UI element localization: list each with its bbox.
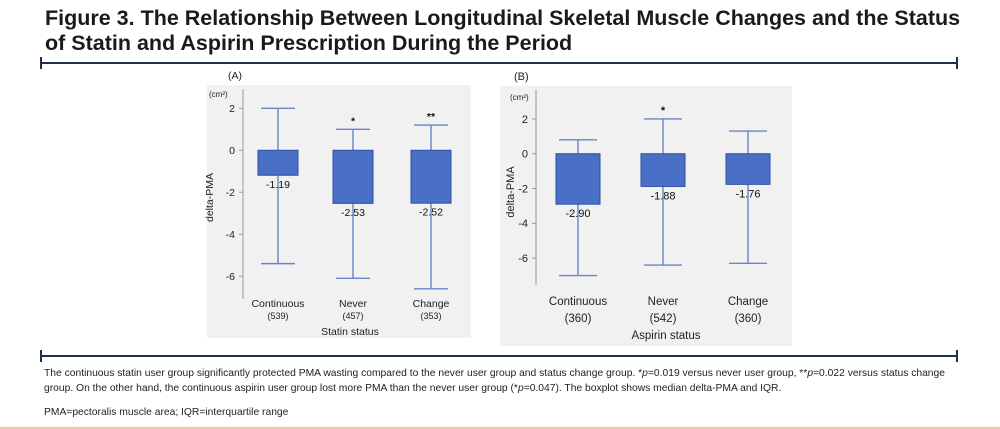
statin-y-tick-label: -2 xyxy=(226,187,235,199)
statin-count-label: (539) xyxy=(267,311,288,321)
footnote-text: =0.047). The boxplot shows median delta-… xyxy=(523,383,782,394)
footnote-text: =0.019 versus never user group, ** xyxy=(647,368,808,379)
statin-y-tick-label: -6 xyxy=(226,271,235,283)
statin-count-label: (353) xyxy=(420,311,441,321)
aspirin-count-label: (360) xyxy=(735,313,762,325)
top-divider xyxy=(40,57,958,69)
aspirin-y-tick-label: -6 xyxy=(518,253,528,265)
aspirin-value-label: -1.88 xyxy=(650,190,675,202)
footnote-text: The continuous statin user group signifi… xyxy=(44,368,643,379)
aspirin-y-tick-label: -2 xyxy=(518,183,528,195)
aspirin-y-axis-title: delta-PMA xyxy=(505,166,517,218)
statin-count-label: (457) xyxy=(342,311,363,321)
aspirin-plot-background xyxy=(500,86,792,346)
aspirin-category-label: Never xyxy=(648,296,679,308)
aspirin-value-label: -2.90 xyxy=(565,208,590,220)
statin-value-label: -1.19 xyxy=(266,179,290,191)
figure-footnote: The continuous statin user group signifi… xyxy=(44,366,964,396)
statin-y-tick-label: 0 xyxy=(229,145,235,157)
footnote-text: =0.022 versus status change group. On th… xyxy=(44,368,945,394)
aspirin-category-label: Change xyxy=(728,296,768,308)
figure-title: Figure 3. The Relationship Between Longi… xyxy=(45,6,961,55)
abbreviations-note: PMA=pectoralis muscle area; IQR=interqua… xyxy=(44,407,289,418)
aspirin-panel-label: (B) xyxy=(514,71,529,83)
aspirin-y-tick-label: 2 xyxy=(522,114,528,126)
aspirin-count-label: (360) xyxy=(565,313,592,325)
aspirin-chart-panel: (B) (cm²) 2 0 -2 -4 -6 delta-PMA -2.90 Continuous… xyxy=(498,68,794,348)
statin-panel-label: (A) xyxy=(228,70,242,82)
aspirin-bar xyxy=(640,153,686,187)
statin-value-label: -2.53 xyxy=(341,207,365,219)
statin-chart-panel: (A) (cm²) 2 0 -2 -4 -6 delta-PMA -1.19 Continuous… xyxy=(200,68,475,340)
statin-unit-label: (cm²) xyxy=(209,90,228,99)
statin-category-label: Continuous xyxy=(251,298,304,310)
statin-x-axis-title: Statin status xyxy=(321,326,379,338)
aspirin-bar xyxy=(725,153,771,185)
statin-bar xyxy=(410,149,452,204)
aspirin-category-label: Continuous xyxy=(549,296,607,308)
aspirin-y-tick-label: -4 xyxy=(518,218,528,230)
statin-value-label: -2.52 xyxy=(419,207,443,219)
statin-y-axis-title: delta-PMA xyxy=(204,173,216,222)
footnote-p-symbol: p xyxy=(517,383,524,394)
aspirin-count-label: (542) xyxy=(650,313,677,325)
statin-bar xyxy=(332,149,374,204)
aspirin-value-label: -1.76 xyxy=(735,188,760,200)
aspirin-boxplot-chart: (B) (cm²) 2 0 -2 -4 -6 delta-PMA -2.90 Continuous… xyxy=(500,71,792,346)
statin-y-tick-label: -4 xyxy=(226,229,235,241)
statin-bar xyxy=(257,149,299,176)
statin-significance-marker: ** xyxy=(427,111,436,123)
statin-plot-background xyxy=(207,85,471,338)
aspirin-significance-marker: * xyxy=(661,105,666,117)
aspirin-x-axis-title: Aspirin status xyxy=(631,330,700,342)
bottom-divider xyxy=(40,350,958,362)
footnote-p-symbol: p xyxy=(642,368,648,379)
aspirin-bar xyxy=(555,153,601,205)
statin-category-label: Change xyxy=(413,298,450,310)
statin-category-label: Never xyxy=(339,298,368,310)
statin-significance-marker: * xyxy=(351,115,356,127)
footnote-p-symbol: p xyxy=(807,368,814,379)
aspirin-y-tick-label: 0 xyxy=(522,149,528,161)
page-bottom-accent xyxy=(0,427,1000,429)
aspirin-unit-label: (cm²) xyxy=(510,93,529,102)
statin-y-tick-label: 2 xyxy=(229,103,235,115)
statin-boxplot-chart: (A)(cm²)2 0 -2 -4 -6 delta-PMA -1.19 Continuous… xyxy=(204,70,471,338)
